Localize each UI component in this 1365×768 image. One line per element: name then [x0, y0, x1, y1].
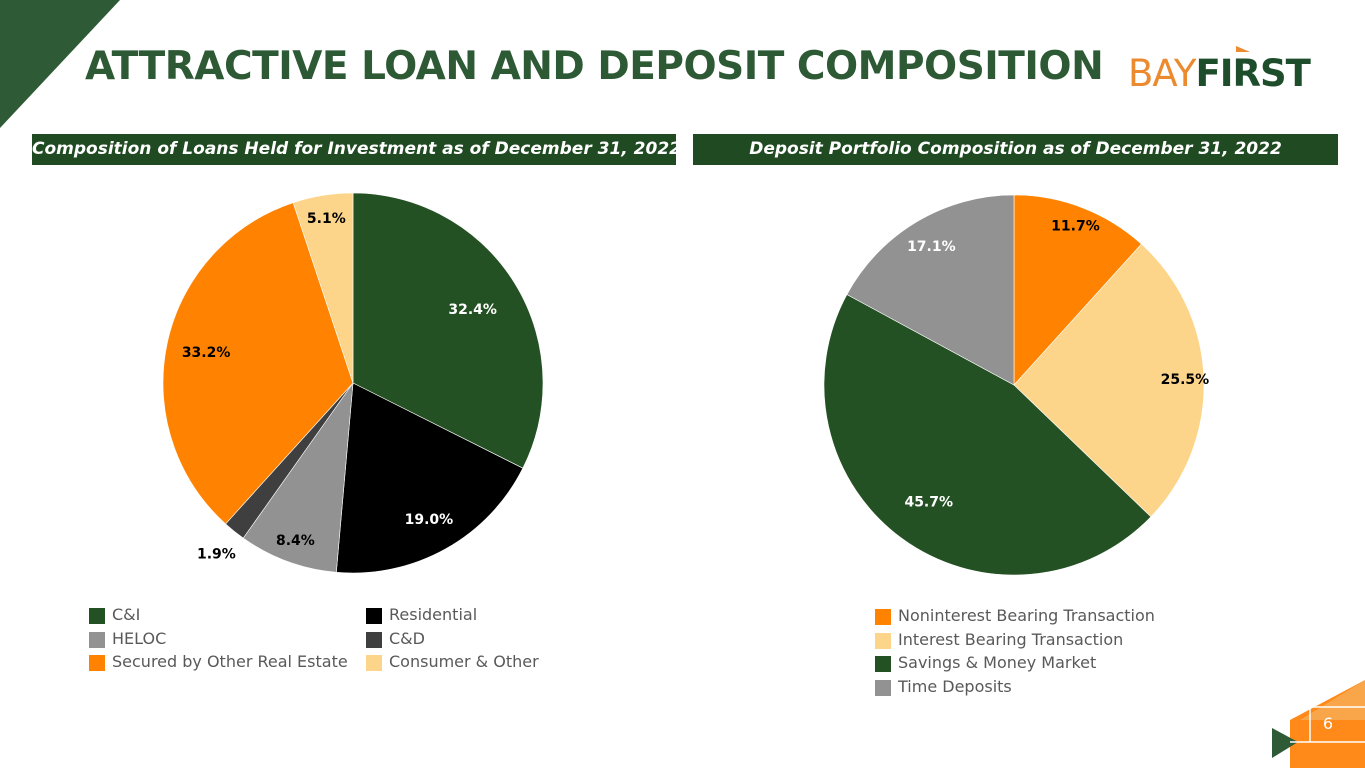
legend-label: Residential	[389, 605, 478, 624]
deposits-pie-chart: 11.7% 25.5% 45.7% 17.1%	[823, 194, 1210, 576]
legend-label: Savings & Money Market	[898, 653, 1097, 672]
legend-swatch	[89, 608, 105, 624]
legend-label: Noninterest Bearing Transaction	[898, 606, 1155, 625]
legend-swatch	[366, 608, 382, 624]
logo-bay-text: BAY	[1128, 52, 1196, 95]
legend-swatch	[875, 679, 891, 696]
legend-swatch	[366, 655, 382, 671]
data-label-noninterest-bearing-transaction: 11.7%	[1051, 218, 1100, 234]
legend-label: C&I	[112, 605, 141, 624]
page-title: ATTRACTIVE LOAN AND DEPOSIT COMPOSITION	[85, 44, 1104, 89]
data-label-candd: 1.9%	[197, 547, 236, 563]
bayfirst-logo: BAYFIRST	[1128, 46, 1333, 96]
legend-label: Time Deposits	[898, 676, 1012, 696]
deposits-chart-title: Deposit Portfolio Composition as of Dece…	[693, 134, 1338, 165]
legend-swatch	[875, 609, 891, 625]
data-label-consumer-and-other: 5.1%	[307, 211, 346, 227]
data-label-secured-by-other-real-estate: 33.2%	[182, 345, 231, 361]
corner-decoration-bottom	[1272, 680, 1365, 768]
legend-label: C&D	[389, 628, 425, 648]
pie-slice-candi	[352, 192, 544, 469]
corner-decoration	[0, 0, 120, 128]
legend-label: Secured by Other Real Estate	[112, 652, 348, 671]
data-label-interest-bearing-transaction: 25.5%	[1161, 372, 1210, 388]
pie-slice-interest-bearing-transaction	[1013, 243, 1205, 518]
legend-label: HELOC	[112, 628, 167, 648]
legend-label: Consumer & Other	[389, 652, 539, 671]
pie-slice-residential	[335, 382, 524, 574]
data-label-candi: 32.4%	[448, 302, 497, 318]
loans-chart-title: Composition of Loans Held for Investment…	[32, 134, 676, 165]
pie-slice-time-deposits	[846, 194, 1015, 386]
pie-slice-heloc	[242, 381, 354, 573]
loans-pie-chart: 32.4% 19.0% 8.4% 1.9% 33.2% 5.1%	[162, 192, 544, 574]
data-label-time-deposits: 17.1%	[907, 239, 956, 255]
legend-swatch	[366, 631, 382, 648]
legend-swatch	[875, 656, 891, 672]
page-number: 6	[1322, 714, 1334, 733]
pie-slice-consumer-and-other	[292, 192, 354, 384]
legend-swatch	[89, 655, 105, 671]
logo-first-text: FIRST	[1195, 52, 1310, 95]
data-label-heloc: 8.4%	[276, 533, 315, 549]
legend-swatch	[89, 631, 105, 648]
pie-slice-noninterest-bearing-transaction	[1013, 194, 1142, 386]
logo-flag-icon	[1236, 46, 1250, 52]
data-label-savings-and-money-market: 45.7%	[904, 495, 953, 511]
legend-label: Interest Bearing Transaction	[898, 629, 1124, 649]
data-label-residential: 19.0%	[405, 512, 454, 528]
legend-swatch	[875, 632, 891, 649]
pie-slice-secured-by-other-real-estate	[162, 202, 354, 525]
pie-slice-savings-and-money-market	[823, 294, 1152, 576]
